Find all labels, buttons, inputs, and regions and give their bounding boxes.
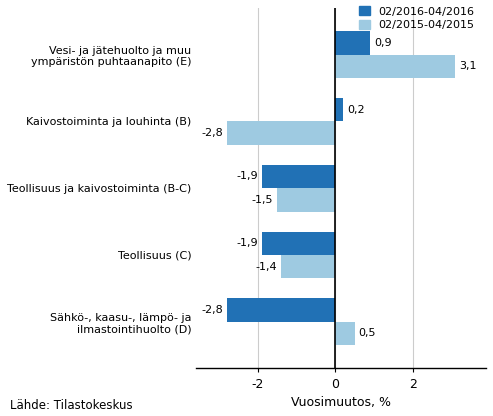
Text: 3,1: 3,1 (459, 61, 477, 71)
Bar (262, 165, 335, 188)
X-axis label: Vuosimuutos, %: Vuosimuutos, % (291, 396, 391, 409)
Text: -2,8: -2,8 (201, 305, 223, 315)
Bar (227, 298, 335, 322)
Bar (335, 31, 370, 54)
Text: 0,2: 0,2 (347, 105, 364, 115)
Text: 0,9: 0,9 (374, 38, 391, 48)
Bar (335, 54, 455, 78)
Text: -1,5: -1,5 (252, 195, 274, 205)
Text: Lähde: Tilastokeskus: Lähde: Tilastokeskus (10, 399, 133, 412)
Text: -1,9: -1,9 (236, 238, 258, 248)
Bar (277, 188, 335, 211)
Legend: 02/2016-04/2016, 02/2015-04/2015: 02/2016-04/2016, 02/2015-04/2015 (359, 6, 475, 30)
Bar (227, 121, 335, 145)
Bar (281, 255, 335, 278)
Text: -2,8: -2,8 (201, 128, 223, 138)
Text: 0,5: 0,5 (358, 328, 376, 338)
Bar (262, 232, 335, 255)
Bar (335, 98, 343, 121)
Text: -1,4: -1,4 (256, 262, 277, 272)
Text: -1,9: -1,9 (236, 171, 258, 181)
Bar (335, 322, 354, 345)
